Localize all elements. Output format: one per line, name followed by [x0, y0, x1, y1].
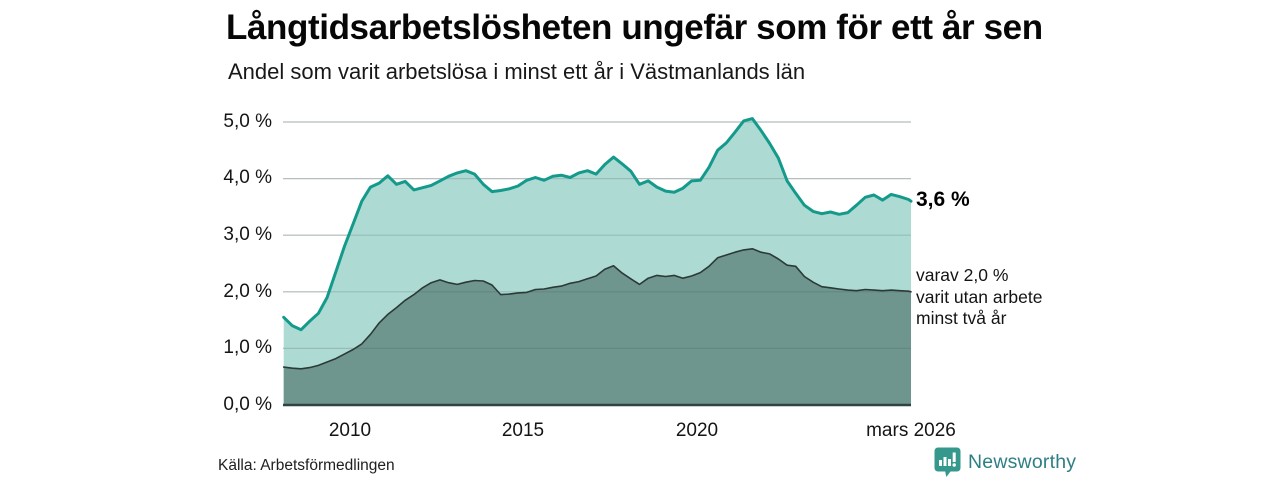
chart-subtitle: Andel som varit arbetslösa i minst ett å… — [228, 59, 806, 84]
newsworthy-wordmark: Newsworthy — [968, 451, 1077, 473]
newsworthy-bar-chart-bubble-icon — [934, 447, 961, 478]
annotation-line: minst två år — [916, 308, 1007, 328]
x-axis-tick-label: 2015 — [501, 420, 545, 441]
y-axis-tick-label: 1,0 % — [223, 337, 272, 358]
y-axis-tick-label: 0,0 % — [223, 394, 272, 415]
source-note: Källa: Arbetsförmedlingen — [218, 457, 395, 474]
y-axis-tick-label: 3,0 % — [223, 224, 272, 245]
y-axis-tick-label: 2,0 % — [223, 281, 272, 302]
y-axis-tick-label: 4,0 % — [223, 167, 272, 188]
annotation-line: varit utan arbete — [916, 286, 1043, 307]
x-axis-tick-label: mars 2026 — [866, 420, 956, 441]
latest-value-label-total: 3,6 % — [916, 188, 970, 211]
x-axis-tick-label: 2020 — [675, 420, 719, 441]
x-axis-tick-label: 2010 — [328, 420, 372, 441]
chart-title: Långtidsarbetslösheten ungefär som för e… — [226, 8, 1043, 47]
newsworthy-logo: Newsworthy — [934, 447, 1076, 478]
y-axis-tick-label: 5,0 % — [223, 111, 272, 132]
annotation-line: varav 2,0 % — [916, 265, 1009, 285]
latest-value-label-two-years: varav 2,0 % varit utan arbete minst två … — [916, 265, 1042, 330]
